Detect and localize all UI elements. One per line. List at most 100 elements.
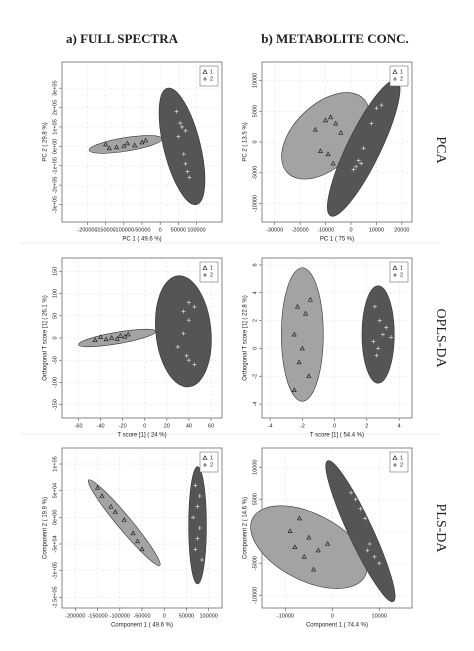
x-tick-label: 2: [365, 423, 368, 429]
data-point: [296, 515, 303, 521]
y-tick-label: -2: [252, 374, 258, 379]
column-title: b) METABOLITE CONC.: [261, 31, 408, 46]
y-axis-label: PC 2 ( 13.5 %): [243, 122, 249, 161]
data-point: [186, 300, 191, 305]
legend-box: [389, 65, 409, 87]
data-point: [365, 548, 370, 553]
x-tick-label: 0: [349, 227, 352, 233]
data-point: [191, 515, 196, 520]
data-point: [363, 516, 368, 521]
y-tick-label: 0e+00: [52, 139, 58, 154]
x-tick-label: -2: [300, 423, 305, 429]
data-point: [114, 144, 120, 150]
data-point: [303, 310, 309, 316]
data-point: [328, 114, 334, 120]
data-point: [130, 530, 136, 536]
y-tick-label: 0: [252, 140, 258, 143]
y-tick-label: -10000: [252, 195, 258, 212]
y-axis-label: Orthogonal T score [1] ( 22.8 %): [243, 295, 249, 381]
y-tick-label: -5000: [252, 166, 258, 180]
y-tick-label: -2e+05: [52, 177, 58, 194]
data-point: [112, 509, 118, 514]
legend-label: 2: [210, 76, 213, 82]
data-point: [192, 304, 197, 309]
data-point: [193, 483, 198, 488]
x-tick-label: 100000: [199, 613, 217, 619]
data-point: [92, 337, 98, 343]
confidence-ellipse: [87, 479, 161, 566]
x-tick-label: -200000: [65, 613, 85, 619]
data-point: [317, 148, 323, 154]
x-tick-label: -10000: [277, 613, 294, 619]
y-tick-label: 0: [52, 336, 58, 339]
legend-symbol: [392, 69, 398, 74]
legend-label: 1: [210, 265, 213, 271]
x-tick-label: -100000: [110, 613, 130, 619]
y-tick-label: 50: [52, 313, 58, 319]
data-point: [287, 528, 293, 533]
legend-symbol: [393, 463, 397, 467]
y-tick-label: -150: [52, 399, 58, 410]
y-tick-label: 100: [52, 289, 58, 298]
data-point: [109, 335, 115, 340]
data-point: [351, 167, 356, 172]
x-tick-label: 100000: [187, 227, 205, 233]
data-point: [349, 490, 354, 495]
y-tick-label: 150: [52, 267, 58, 276]
data-point: [374, 106, 379, 111]
data-point: [333, 120, 339, 126]
y-tick-label: 3e+05: [52, 80, 58, 95]
y-tick-label: -5e+04: [52, 535, 58, 552]
data-point: [139, 546, 145, 552]
y-tick-label: 10000: [252, 460, 258, 475]
y-axis-label: Component 2 ( 19.9 %): [43, 497, 49, 559]
y-axis-label: PC 2 ( 29.8 %): [43, 122, 49, 161]
data-point: [99, 493, 105, 498]
y-tick-label: -4: [252, 402, 258, 407]
data-point: [186, 318, 191, 323]
data-point: [187, 175, 192, 180]
y-tick-label: -5000: [252, 556, 258, 570]
x-tick-label: -40: [97, 423, 105, 429]
legend-symbol: [202, 69, 208, 74]
y-tick-label: -50: [52, 356, 58, 364]
x-tick-label: -150000: [96, 227, 116, 233]
y-tick-label: -3e+05: [52, 196, 58, 213]
data-point: [183, 161, 188, 166]
legend-symbol: [203, 273, 207, 277]
x-axis-label: Component 1 ( 49.6 %): [111, 623, 173, 629]
x-tick-label: -100000: [114, 227, 134, 233]
panel: -30000 -20000 -10000 0 10000 20000 -10000 -5000…: [243, 61, 413, 243]
data-point: [181, 309, 186, 314]
confidence-ellipse: [155, 275, 212, 388]
y-tick-label: 10000: [252, 73, 258, 88]
row-label: OPLS-DA: [433, 308, 448, 368]
legend-symbol: [203, 463, 207, 467]
x-axis-label: PC 1 ( 75 %): [320, 237, 354, 243]
y-tick-label: 4: [252, 291, 258, 294]
data-point: [125, 331, 131, 337]
confidence-ellipse: [158, 87, 206, 206]
data-point: [356, 158, 361, 163]
x-tick-label: -20000: [292, 227, 309, 233]
data-point: [379, 103, 384, 108]
confidence-ellipse: [325, 460, 396, 603]
x-tick-label: 4: [398, 423, 401, 429]
confidence-ellipse: [188, 466, 207, 585]
x-tick-label: 50000: [179, 613, 194, 619]
x-tick-label: -150000: [87, 613, 107, 619]
data-point: [372, 554, 377, 559]
legend-symbol: [202, 455, 208, 460]
data-point: [380, 332, 385, 337]
data-point: [122, 333, 128, 339]
legend-label: 1: [400, 69, 403, 75]
legend-label: 2: [400, 76, 403, 82]
legend-box: [199, 65, 219, 87]
column-title: a) FULL SPECTRA: [66, 31, 179, 46]
data-point: [377, 561, 382, 566]
data-point: [176, 134, 181, 139]
y-tick-label: 0: [252, 347, 258, 350]
